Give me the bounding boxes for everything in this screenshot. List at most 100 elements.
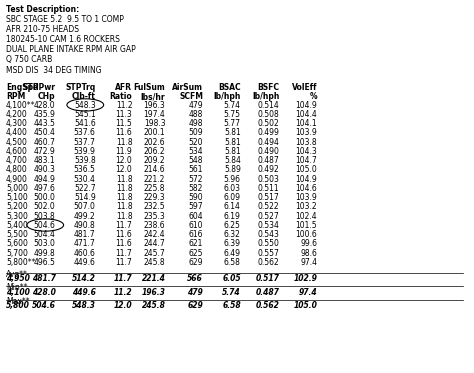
Text: 498: 498 xyxy=(189,119,203,128)
Text: MSD DIS  34 DEG TIMING: MSD DIS 34 DEG TIMING xyxy=(6,66,102,75)
Text: 507.0: 507.0 xyxy=(74,203,96,211)
Text: 488: 488 xyxy=(189,110,203,119)
Text: 11.6: 11.6 xyxy=(116,128,132,138)
Text: 629: 629 xyxy=(187,301,203,310)
Text: 104.6: 104.6 xyxy=(295,184,317,193)
Text: 504.6: 504.6 xyxy=(32,301,55,310)
Text: Min**: Min** xyxy=(6,283,27,292)
Text: 0.517: 0.517 xyxy=(255,275,279,283)
Text: 494.9: 494.9 xyxy=(34,175,55,184)
Text: 11.6: 11.6 xyxy=(116,239,132,248)
Text: 6.25: 6.25 xyxy=(224,221,241,230)
Text: 101.5: 101.5 xyxy=(295,221,317,230)
Text: 5.74: 5.74 xyxy=(222,288,241,297)
Text: 103.9: 103.9 xyxy=(295,193,317,202)
Text: 105.0: 105.0 xyxy=(293,301,317,310)
Text: 5.75: 5.75 xyxy=(224,110,241,119)
Text: 481.7: 481.7 xyxy=(74,230,96,239)
Text: 11.8: 11.8 xyxy=(116,138,132,147)
Text: 12.0: 12.0 xyxy=(116,166,132,175)
Text: 566: 566 xyxy=(187,275,203,283)
Text: 625: 625 xyxy=(189,249,203,258)
Text: lbs/hr: lbs/hr xyxy=(141,92,165,101)
Text: 103.8: 103.8 xyxy=(295,138,317,147)
Text: 4,700: 4,700 xyxy=(6,156,28,165)
Text: BSFC: BSFC xyxy=(257,83,279,92)
Text: 5.84: 5.84 xyxy=(224,156,241,165)
Text: 0.511: 0.511 xyxy=(258,184,279,193)
Text: 604: 604 xyxy=(189,211,203,221)
Text: 200.1: 200.1 xyxy=(144,128,165,138)
Text: 472.9: 472.9 xyxy=(34,147,55,156)
Text: 11.9: 11.9 xyxy=(116,147,132,156)
Text: 5,400: 5,400 xyxy=(6,221,28,230)
Text: 5,000: 5,000 xyxy=(6,184,28,193)
Text: 206.2: 206.2 xyxy=(144,147,165,156)
Text: 4,600: 4,600 xyxy=(6,147,28,156)
Text: %: % xyxy=(310,92,317,101)
Text: 582: 582 xyxy=(189,184,203,193)
Text: Q 750 CARB: Q 750 CARB xyxy=(6,56,52,65)
Text: 5,600: 5,600 xyxy=(6,239,28,248)
Text: 435.9: 435.9 xyxy=(34,110,55,119)
Text: 196.3: 196.3 xyxy=(142,288,165,297)
Text: 5,800**: 5,800** xyxy=(6,258,36,267)
Text: 590: 590 xyxy=(189,193,203,202)
Text: 97.4: 97.4 xyxy=(300,258,317,267)
Text: 242.4: 242.4 xyxy=(144,230,165,239)
Text: DUAL PLANE INTAKE RPM AIR GAP: DUAL PLANE INTAKE RPM AIR GAP xyxy=(6,46,136,54)
Text: 539.9: 539.9 xyxy=(74,147,96,156)
Text: 4,300: 4,300 xyxy=(6,119,28,128)
Text: 11.8: 11.8 xyxy=(116,175,132,184)
Text: 5.77: 5.77 xyxy=(224,119,241,128)
Text: Avg**: Avg** xyxy=(6,270,28,279)
Text: 104.3: 104.3 xyxy=(295,147,317,156)
Text: lb/hph: lb/hph xyxy=(213,92,241,101)
Text: 503.8: 503.8 xyxy=(34,211,55,221)
Text: 0.499: 0.499 xyxy=(257,128,279,138)
Text: 496.5: 496.5 xyxy=(34,258,55,267)
Text: 229.3: 229.3 xyxy=(144,193,165,202)
Text: 460.6: 460.6 xyxy=(74,249,96,258)
Text: 6.03: 6.03 xyxy=(224,184,241,193)
Text: 209.2: 209.2 xyxy=(144,156,165,165)
Text: 490.3: 490.3 xyxy=(34,166,55,175)
Text: 450.4: 450.4 xyxy=(34,128,55,138)
Text: 12.0: 12.0 xyxy=(114,301,132,310)
Text: 104.9: 104.9 xyxy=(295,175,317,184)
Text: BSAC: BSAC xyxy=(218,83,241,92)
Text: 548.3: 548.3 xyxy=(72,301,96,310)
Text: 221.4: 221.4 xyxy=(142,275,165,283)
Text: 504.4: 504.4 xyxy=(34,230,55,239)
Text: 6.05: 6.05 xyxy=(222,275,241,283)
Text: Test Description:: Test Description: xyxy=(6,5,79,14)
Text: 621: 621 xyxy=(189,239,203,248)
Text: 449.6: 449.6 xyxy=(72,288,96,297)
Text: 11.2: 11.2 xyxy=(114,288,132,297)
Text: 572: 572 xyxy=(189,175,203,184)
Text: 443.5: 443.5 xyxy=(34,119,55,128)
Text: Clb-ft: Clb-ft xyxy=(72,92,96,101)
Text: 0.543: 0.543 xyxy=(257,230,279,239)
Text: 522.7: 522.7 xyxy=(74,184,96,193)
Text: 4,800: 4,800 xyxy=(6,166,28,175)
Text: 428.0: 428.0 xyxy=(34,101,55,110)
Text: 4,100**: 4,100** xyxy=(6,101,36,110)
Text: 536.5: 536.5 xyxy=(74,166,96,175)
Text: 499.2: 499.2 xyxy=(74,211,96,221)
Text: 5,300: 5,300 xyxy=(6,211,28,221)
Text: 5,800: 5,800 xyxy=(6,301,30,310)
Text: AirSum: AirSum xyxy=(172,83,203,92)
Text: 0.550: 0.550 xyxy=(257,239,279,248)
Text: 6.32: 6.32 xyxy=(224,230,241,239)
Text: 616: 616 xyxy=(189,230,203,239)
Text: 545.1: 545.1 xyxy=(74,110,96,119)
Text: 5.81: 5.81 xyxy=(224,128,241,138)
Text: 11.8: 11.8 xyxy=(116,193,132,202)
Text: 0.508: 0.508 xyxy=(258,110,279,119)
Text: 428.0: 428.0 xyxy=(32,288,55,297)
Text: 539.8: 539.8 xyxy=(74,156,96,165)
Text: 4,950: 4,950 xyxy=(6,275,30,283)
Text: Ratio: Ratio xyxy=(109,92,132,101)
Text: 0.562: 0.562 xyxy=(255,301,279,310)
